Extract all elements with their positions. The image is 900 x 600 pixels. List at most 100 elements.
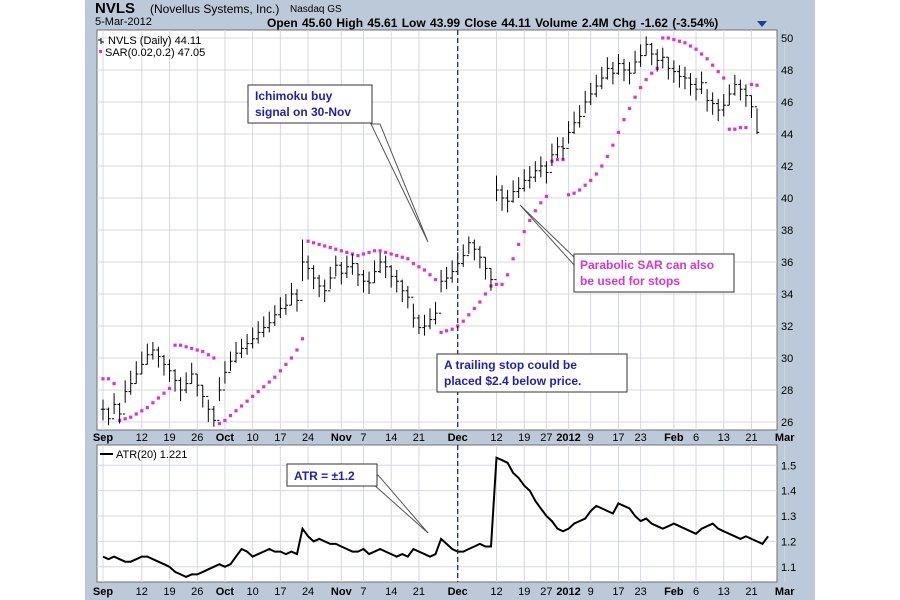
ohlc-bar xyxy=(255,321,261,344)
trailing-stop-callout: A trailing stop could be placed $2.4 bel… xyxy=(436,353,628,393)
ohlc-bar xyxy=(172,369,178,392)
x-tick-label: Mar xyxy=(775,586,795,598)
ohlc-bar xyxy=(438,270,444,314)
sar-point xyxy=(450,327,454,331)
ohlc-bar xyxy=(361,270,366,293)
sar-point xyxy=(212,356,216,360)
chevron-down-icon[interactable] xyxy=(757,21,767,27)
ichimoku-box xyxy=(247,84,373,124)
sar-point xyxy=(744,126,748,130)
price-y-tick-label: 38 xyxy=(781,225,793,237)
ohlc-bar xyxy=(533,161,538,182)
sar-point xyxy=(566,193,571,197)
ichimoku-pointer xyxy=(370,123,429,243)
ohlc-bar xyxy=(100,399,106,421)
ohlc-bar xyxy=(732,74,738,96)
price-y-tick-label: 46 xyxy=(781,97,793,109)
ohlc-bar xyxy=(582,90,588,117)
x-tick-label: 14 xyxy=(385,432,397,444)
x-tick-label: 27 xyxy=(540,432,552,444)
sar-point xyxy=(195,348,199,352)
x-tick-label: 2012 xyxy=(556,586,580,598)
sar-legend-text: SAR(0.02,0.2) 47.05 xyxy=(105,47,205,59)
sar-point xyxy=(201,350,205,354)
sar-point xyxy=(339,249,343,253)
ohlc-bar xyxy=(510,180,516,203)
ohlc-bar xyxy=(560,137,566,160)
ohlc-bar xyxy=(339,262,344,285)
sar-point xyxy=(616,130,621,134)
sar-point xyxy=(178,343,183,347)
sar-point xyxy=(727,127,731,131)
ohlc-bar xyxy=(555,137,560,158)
sar-point xyxy=(639,86,643,90)
sar-point xyxy=(367,250,371,254)
x-tick-label: 21 xyxy=(745,586,757,598)
ohlc-bar xyxy=(195,373,200,397)
ohlc-bar xyxy=(477,246,483,269)
price-legend-text: NVLS (Daily) 44.11 xyxy=(108,35,201,47)
ohlc-bar xyxy=(350,254,355,275)
ohlc-bar xyxy=(422,314,427,336)
ohlc-bar xyxy=(710,92,715,115)
ohlc-bar xyxy=(516,177,521,198)
x-tick-label: 23 xyxy=(634,432,646,444)
atr-y-tick-label: 1.1 xyxy=(781,562,796,574)
sar-point xyxy=(666,36,670,40)
price-y-tick-label: 36 xyxy=(781,257,793,269)
sar-point xyxy=(633,95,637,99)
sar-point xyxy=(217,422,221,426)
company-name: (Novellus Systems, Inc.) xyxy=(150,2,280,16)
ohlc-bar xyxy=(228,351,233,373)
x-tick-label: 24 xyxy=(302,586,314,598)
ohlc-bar xyxy=(754,106,760,135)
ohlc-bar xyxy=(688,73,693,96)
ohlc-bar xyxy=(461,244,466,267)
ohlc-bar xyxy=(682,66,688,90)
atr-box xyxy=(286,463,378,487)
atr-plot-area xyxy=(96,444,778,583)
sar-point xyxy=(494,282,499,286)
ohlc-bar xyxy=(117,402,122,424)
sar-point xyxy=(733,127,737,131)
x-tick-label: 12 xyxy=(490,586,502,598)
sar-point xyxy=(589,178,593,182)
ohlc-bar xyxy=(605,57,610,80)
sar-point xyxy=(705,57,709,61)
sar-point xyxy=(162,391,166,395)
sar-point xyxy=(256,390,260,394)
sar-point xyxy=(123,417,127,421)
ohlc-bar xyxy=(294,289,300,312)
ohlc-bar xyxy=(217,377,222,421)
x-tick-label: 9 xyxy=(588,432,594,444)
ohlc-bar xyxy=(150,342,156,360)
ohlc-bar xyxy=(638,44,643,67)
sar-point xyxy=(262,385,266,389)
sar-point xyxy=(267,380,271,384)
sar-point xyxy=(400,255,404,259)
ichimoku-text-line2: signal on 30-Nov xyxy=(255,105,351,119)
sar-point xyxy=(755,83,759,87)
sar-point xyxy=(445,329,449,333)
sar-point xyxy=(483,292,488,296)
ohlc-bar xyxy=(727,84,732,106)
ohlc-bar xyxy=(305,255,311,280)
price-y-tick-label: 30 xyxy=(781,353,793,365)
x-tick-label: 10 xyxy=(247,432,259,444)
ohlc-bar xyxy=(322,279,327,302)
x-tick-label: 27 xyxy=(540,586,552,598)
sar-point xyxy=(101,377,105,381)
ohlc-bar xyxy=(344,255,350,278)
price-legend: NVLS (Daily) 44.11 SAR(0.02,0.2) 47.05 xyxy=(98,35,205,59)
sar-point xyxy=(428,273,432,277)
x-tick-label: 21 xyxy=(413,586,425,598)
sar-point xyxy=(156,396,161,400)
sar-point xyxy=(650,71,654,75)
x-tick-label: 21 xyxy=(745,432,757,444)
atr-y-tick-label: 1.3 xyxy=(781,511,796,523)
ohlc-bar xyxy=(649,42,654,66)
price-y-axis: 26 28 30 32 34 36 38 40 42 44 46 48 50 xyxy=(781,33,793,429)
price-y-tick-label: 32 xyxy=(781,321,793,333)
sar-point xyxy=(522,230,526,234)
